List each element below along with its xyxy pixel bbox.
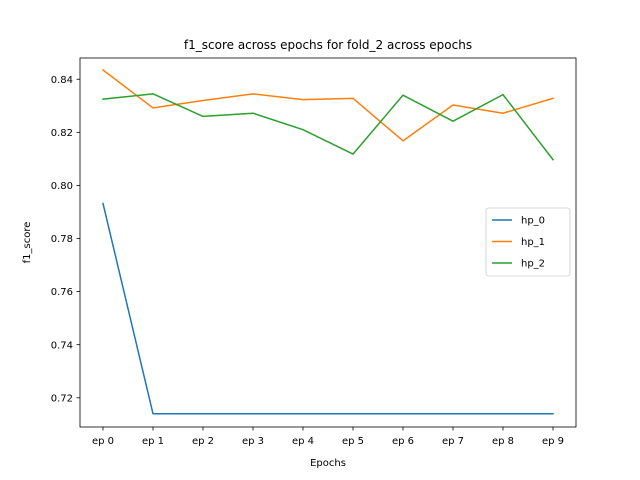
y-axis-label: f1_score [22, 222, 33, 264]
y-tick-label: 0.84 [51, 75, 73, 86]
legend-box [485, 207, 571, 277]
legend-label-hp_2: hp_2 [521, 259, 545, 270]
x-tick-label: ep 1 [142, 436, 164, 447]
y-tick-label: 0.78 [51, 234, 73, 245]
x-tick-label: ep 6 [392, 436, 414, 447]
y-tick-label: 0.82 [51, 128, 73, 139]
x-axis-label: Epochs [310, 458, 346, 469]
series-line-hp_1 [101, 68, 554, 142]
x-tick-label: ep 7 [442, 436, 464, 447]
x-tick-label: ep 5 [342, 436, 364, 447]
series-line-hp_0 [102, 202, 554, 415]
plot-area [101, 68, 555, 415]
y-tick-label: 0.76 [51, 287, 73, 298]
y-tick-label: 0.74 [51, 340, 73, 351]
legend-label-hp_1: hp_1 [521, 237, 545, 248]
x-tick-label: ep 0 [92, 436, 114, 447]
legend-label-hp_0: hp_0 [521, 216, 545, 227]
series-line-hp_2 [102, 93, 555, 161]
plot-frame [79, 57, 577, 428]
y-tick-label: 0.80 [51, 181, 73, 192]
legend: hp_0 hp_1 hp_2 [485, 207, 571, 277]
y-axis: 0.72 0.74 0.76 0.78 0.80 0.82 0.84 [51, 75, 80, 404]
x-tick-label: ep 9 [542, 436, 564, 447]
x-tick-label: ep 3 [242, 436, 264, 447]
x-axis: ep 0 ep 1 ep 2 ep 3 ep 4 ep 5 ep 6 ep 7 ep 8 ep 9 [92, 427, 564, 447]
x-tick-label: ep 2 [192, 436, 214, 447]
y-tick-label: 0.72 [51, 393, 73, 404]
x-tick-label: ep 8 [492, 436, 514, 447]
x-tick-label: ep 4 [292, 436, 314, 447]
chart-title: f1_score across epochs for fold_2 across… [184, 38, 472, 52]
